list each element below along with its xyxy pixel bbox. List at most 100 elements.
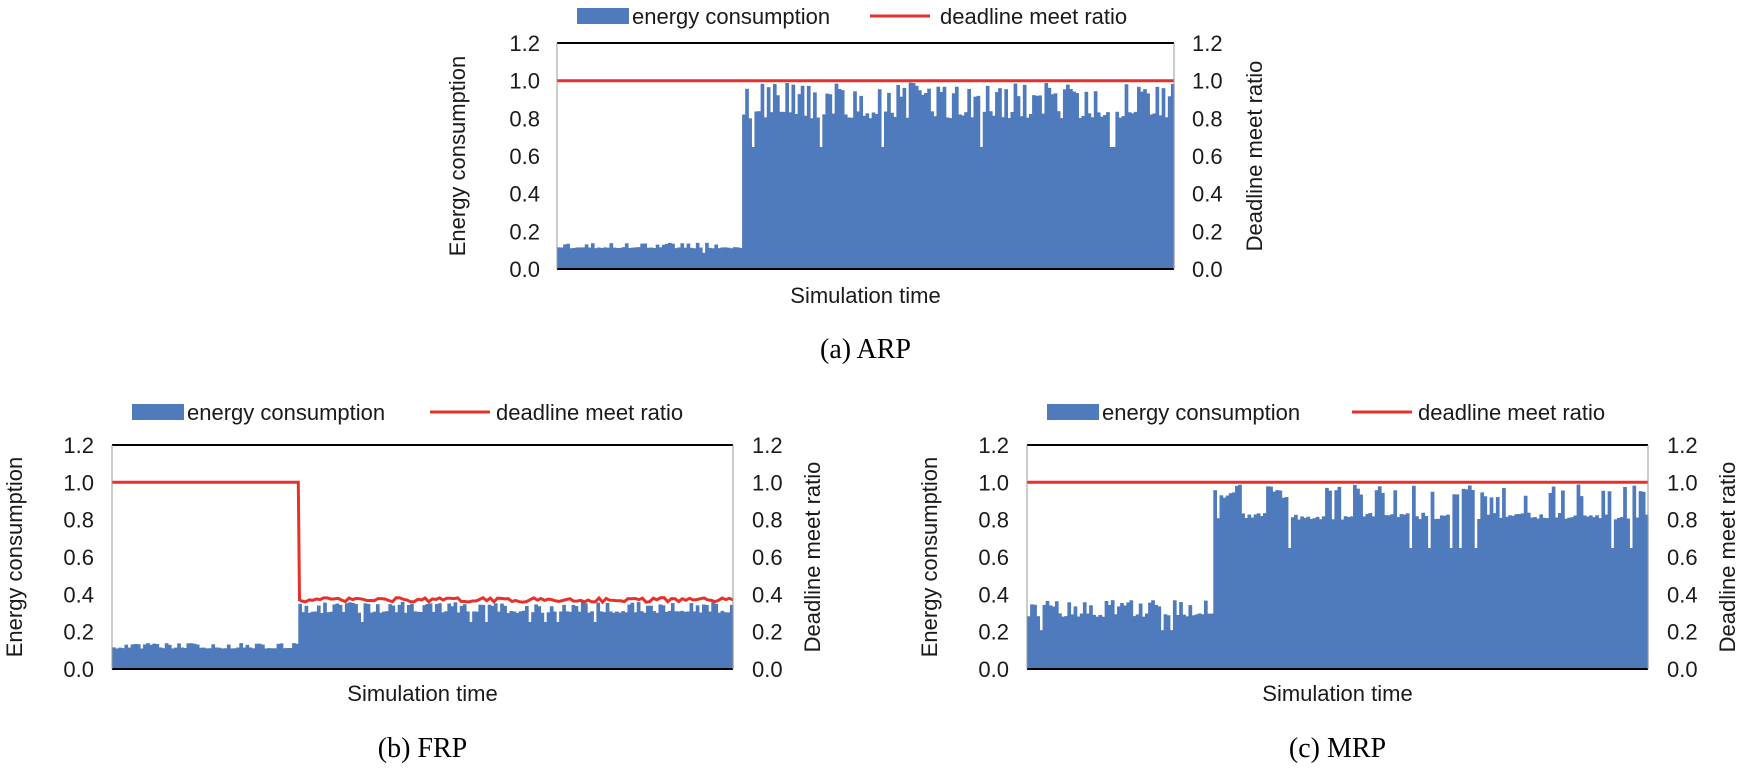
chart-mrp: 0.0 0.2 0.4 0.6 0.8 1.0 1.2 0.0 0.2 0.4 0.6 0.8 1.0 1…	[917, 400, 1740, 764]
energy-bar	[307, 612, 312, 669]
energy-bar	[1489, 497, 1494, 669]
energy-bar	[1089, 605, 1093, 669]
energy-bar	[1081, 115, 1086, 269]
energy-bar	[1461, 488, 1466, 669]
energy-bar	[481, 604, 486, 669]
energy-bar	[1073, 606, 1078, 669]
energy-bar	[543, 621, 548, 669]
energy-bars	[112, 601, 734, 669]
energy-bar	[490, 605, 495, 669]
energy-bar	[1539, 514, 1544, 669]
energy-bar	[856, 111, 860, 270]
left-tick-label: 0.8	[63, 508, 94, 533]
energy-bar	[603, 247, 607, 269]
energy-bar	[599, 611, 604, 669]
energy-bar	[766, 87, 771, 269]
energy-bar	[893, 116, 897, 269]
energy-bar	[1548, 492, 1553, 669]
legend-label-deadline: deadline meet ratio	[940, 4, 1127, 29]
energy-bar	[509, 611, 514, 669]
energy-bar	[326, 612, 330, 669]
energy-bar	[475, 611, 479, 669]
energy-bar	[282, 648, 287, 669]
energy-bar	[1157, 606, 1162, 669]
energy-bar	[428, 603, 433, 669]
energy-bar	[497, 611, 501, 669]
right-tick-label: 0.6	[1192, 144, 1223, 169]
right-tick-label: 1.0	[1667, 470, 1698, 495]
energy-bar	[1412, 485, 1416, 669]
energy-bar	[1185, 616, 1190, 669]
energy-bar	[534, 604, 538, 669]
energy-bar	[121, 648, 126, 669]
energy-bar	[1598, 518, 1603, 669]
energy-bar	[608, 611, 613, 669]
energy-bar	[1123, 605, 1127, 669]
energy-bar	[214, 647, 219, 669]
chart-arp: 0.0 0.2 0.4 0.6 0.8 1.0 1.2 0.0 0.2 0.4 0.6 0.8 1.0 1…	[445, 4, 1267, 365]
energy-bar	[1520, 513, 1525, 669]
energy-bar	[329, 611, 334, 669]
energy-bar	[1058, 613, 1062, 669]
energy-bar	[1626, 518, 1630, 669]
energy-bar	[580, 601, 585, 669]
energy-bar	[1480, 492, 1485, 669]
energy-bar	[1312, 518, 1317, 669]
energy-bar	[1616, 517, 1621, 669]
energy-bar	[229, 648, 234, 669]
energy-bar	[1047, 87, 1052, 269]
energy-bar	[1140, 91, 1144, 269]
energy-bar	[406, 605, 411, 669]
energy-bar	[661, 244, 666, 269]
energy-bar	[995, 92, 999, 269]
energy-bar	[1207, 613, 1211, 669]
energy-bar	[1132, 616, 1137, 669]
energy-bar	[1109, 146, 1113, 269]
energy-bar	[531, 612, 535, 669]
energy-bar	[834, 83, 839, 270]
legend-swatch-energy	[1047, 404, 1099, 420]
energy-bar	[400, 601, 405, 669]
energy-bar	[575, 247, 580, 269]
energy-bar	[202, 647, 206, 669]
energy-bar	[581, 247, 586, 269]
energy-bar	[118, 647, 122, 669]
energy-bar	[1533, 517, 1537, 669]
energy-bar	[954, 86, 959, 270]
energy-bar	[242, 647, 247, 669]
energy-bar	[1474, 548, 1478, 669]
energy-bar	[301, 612, 306, 669]
energy-bar	[1030, 604, 1034, 669]
energy-bar	[388, 604, 393, 669]
energy-bar	[1405, 513, 1410, 669]
legend: energy consumption deadline meet ratio	[1047, 400, 1605, 425]
energy-bar	[1321, 516, 1326, 669]
energy-bar	[970, 117, 975, 270]
energy-bar	[1498, 517, 1503, 669]
energy-bar	[1262, 513, 1267, 669]
energy-bar	[1275, 490, 1280, 669]
energy-bar	[441, 612, 445, 669]
energy-bar	[602, 612, 607, 669]
energy-bar	[1155, 86, 1160, 270]
energy-bar	[933, 116, 938, 269]
energy-bar	[233, 648, 237, 669]
energy-bar	[220, 648, 225, 669]
energy-bar	[1365, 513, 1370, 669]
energy-bar	[316, 605, 321, 669]
energy-bar	[562, 604, 566, 669]
x-axis-title: Simulation time	[790, 283, 940, 308]
energy-bar	[1072, 91, 1076, 269]
energy-bar	[911, 83, 916, 269]
energy-bar	[652, 611, 656, 669]
energy-bar	[1508, 515, 1512, 669]
right-tick-label: 0.0	[752, 657, 783, 682]
energy-bar	[557, 247, 561, 269]
energy-bar	[1554, 517, 1559, 669]
energy-bar	[149, 644, 153, 669]
energy-bar	[1098, 614, 1103, 669]
energy-bar	[890, 112, 894, 270]
energy-bar	[683, 247, 688, 269]
energy-bar	[270, 648, 275, 669]
energy-bar	[571, 604, 576, 669]
